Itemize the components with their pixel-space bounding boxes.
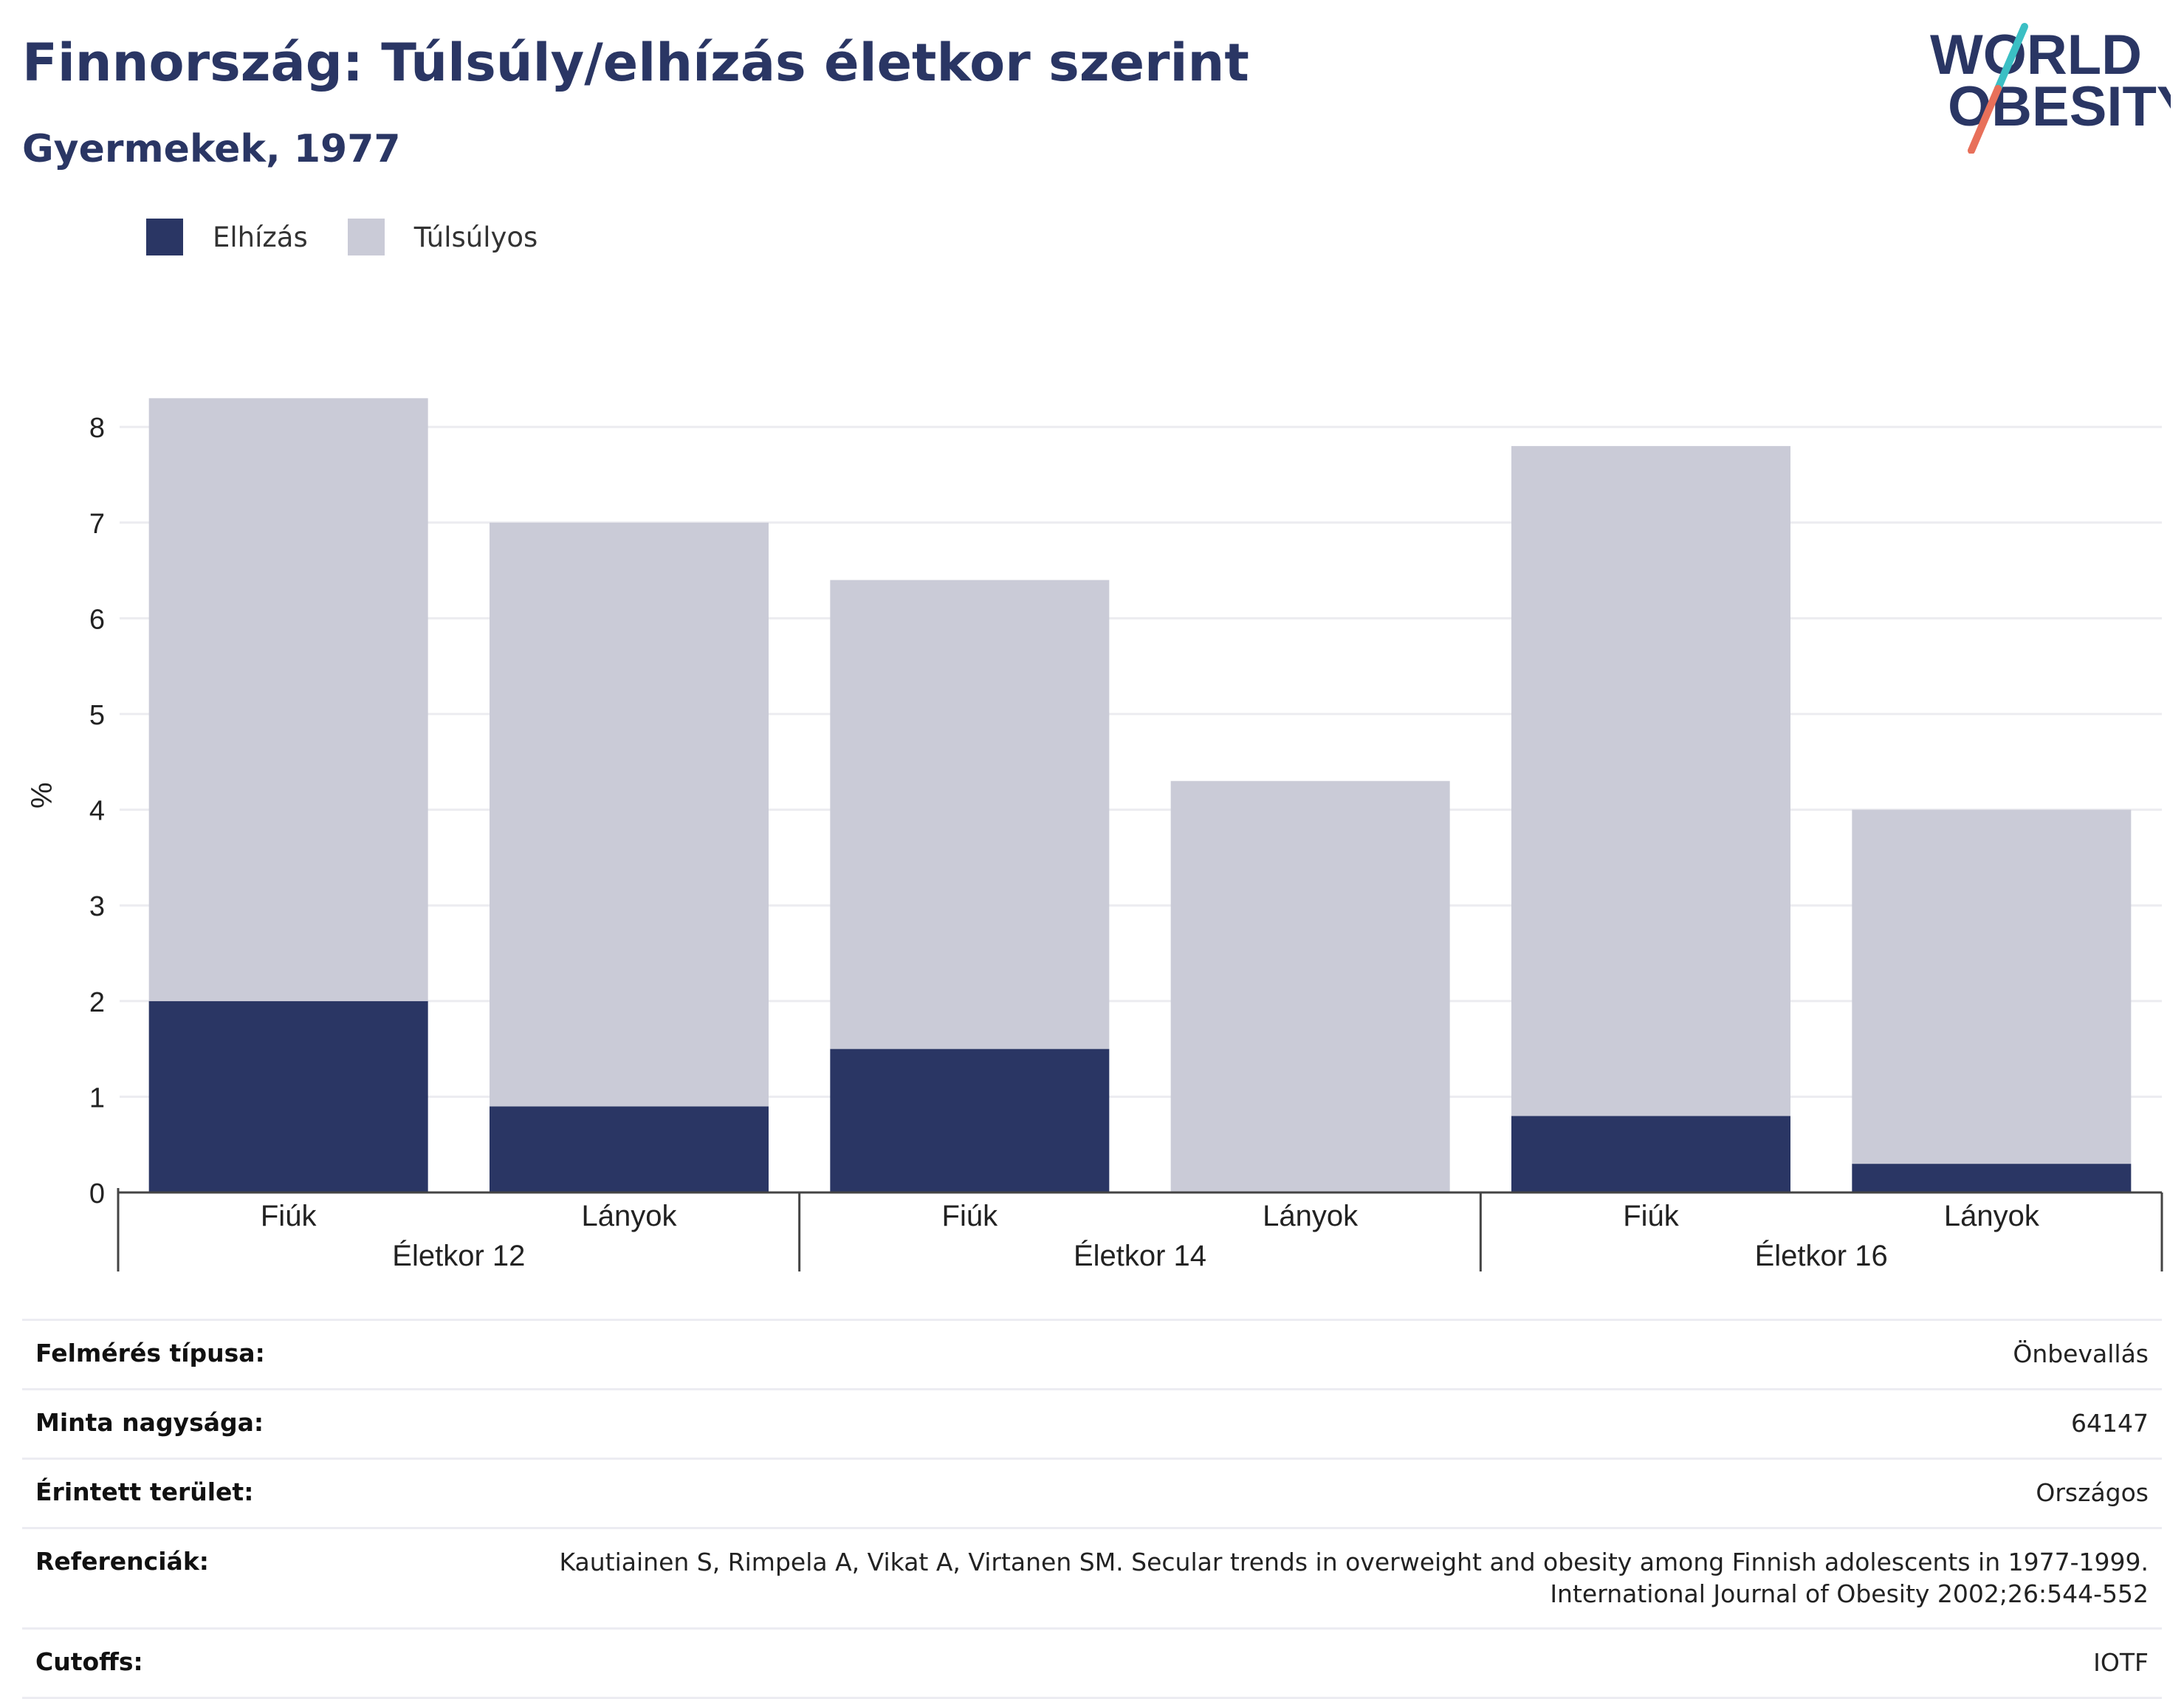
y-tick-label: 0 — [89, 1178, 105, 1209]
bar-overweight — [1170, 780, 1450, 1192]
metadata-value-line: 64147 — [2071, 1408, 2149, 1438]
legend-swatch-obesity — [146, 219, 183, 255]
metadata-label: Érintett terület: — [35, 1477, 254, 1506]
metadata-label: Minta nagysága: — [35, 1407, 264, 1437]
metadata-value-line: Országos — [2036, 1477, 2149, 1507]
bar-obesity — [830, 1048, 1110, 1192]
bar-obesity — [1511, 1116, 1790, 1192]
metadata-label: Cutoffs: — [35, 1647, 143, 1677]
bar-overweight — [830, 580, 1110, 1049]
chart-title: Finnország: Túlsúly/elhízás életkor szer… — [22, 32, 1249, 93]
legend-item-overweight[interactable]: Túlsúlyos — [347, 219, 538, 255]
metadata-label: Felmérés típusa: — [35, 1339, 265, 1367]
y-axis-label: % — [26, 782, 58, 809]
legend-label-obesity: Elhízás — [213, 221, 308, 253]
metadata-table: Felmérés típusa: Önbevallás Minta nagysága… — [22, 1319, 2162, 1699]
y-tick-label: 2 — [89, 987, 105, 1018]
world-obesity-logo: WORLD OBESITY — [1930, 23, 2171, 154]
x-group-label: Életkor 16 — [1755, 1239, 1888, 1272]
metadata-value-line: International Journal of Obesity 2002;26… — [1550, 1579, 2149, 1608]
bar-obesity — [148, 1000, 428, 1192]
bar-obesity — [1852, 1164, 2132, 1192]
x-tick-label: Lányok — [1944, 1200, 2040, 1232]
x-tick-label: Fiúk — [261, 1200, 317, 1232]
metadata-row: Cutoffs: IOTF — [22, 1627, 2162, 1699]
bar-obesity — [490, 1106, 769, 1192]
metadata-value: Országos — [2036, 1477, 2149, 1509]
x-group-label: Életkor 14 — [1074, 1239, 1206, 1272]
bar-chart: 0 1 2 3 4 5 6 7 8% Fiúk Lányok Fiúk Lányok Fiúk Lányok… — [26, 398, 2163, 1272]
metadata-value-line: IOTF — [2093, 1648, 2149, 1678]
x-tick-label: Lányok — [1263, 1200, 1359, 1232]
y-tick-label: 6 — [89, 604, 105, 635]
legend: Elhízás Túlsúlyos — [146, 219, 577, 255]
metadata-row: Referenciák: Kautiainen S, Rimpela A, Vik… — [22, 1526, 2162, 1628]
legend-label-overweight: Túlsúlyos — [413, 221, 538, 253]
bar-overweight — [148, 398, 428, 1001]
y-tick-label: 8 — [89, 413, 105, 444]
metadata-row: Érintett terület: Országos — [22, 1457, 2162, 1527]
bar-overweight — [1511, 446, 1790, 1116]
metadata-value: IOTF — [2093, 1647, 2149, 1679]
metadata-row: Minta nagysága: 64147 — [22, 1387, 2162, 1458]
metadata-label: Referenciák: — [35, 1546, 209, 1576]
legend-swatch-overweight — [347, 219, 385, 255]
y-tick-label: 1 — [89, 1082, 105, 1113]
chart-subtitle: Gyermekek, 1977 — [22, 127, 401, 171]
metadata-value-line: Kautiainen S, Rimpela A, Vikat A, Virtan… — [559, 1547, 2149, 1576]
bar-overweight — [490, 522, 769, 1107]
metadata-value: 64147 — [2071, 1408, 2149, 1440]
metadata-value-line: Önbevallás — [2013, 1339, 2149, 1368]
metadata-row: Felmérés típusa: Önbevallás — [22, 1319, 2162, 1388]
legend-item-obesity[interactable]: Elhízás — [146, 219, 308, 255]
x-tick-label: Lányok — [582, 1200, 678, 1232]
x-group-label: Életkor 12 — [392, 1239, 525, 1272]
metadata-value: Kautiainen S, Rimpela A, Vikat A, Virtan… — [559, 1547, 2149, 1610]
x-tick-label: Fiúk — [1623, 1200, 1680, 1232]
logo-line1: WORLD — [1930, 24, 2142, 86]
y-tick-label: 5 — [89, 700, 105, 731]
bar-overweight — [1852, 809, 2132, 1164]
metadata-value: Önbevallás — [2013, 1339, 2149, 1370]
y-tick-label: 3 — [89, 891, 105, 922]
y-tick-label: 7 — [89, 509, 105, 540]
y-tick-label: 4 — [89, 796, 105, 827]
x-tick-label: Fiúk — [942, 1200, 999, 1232]
